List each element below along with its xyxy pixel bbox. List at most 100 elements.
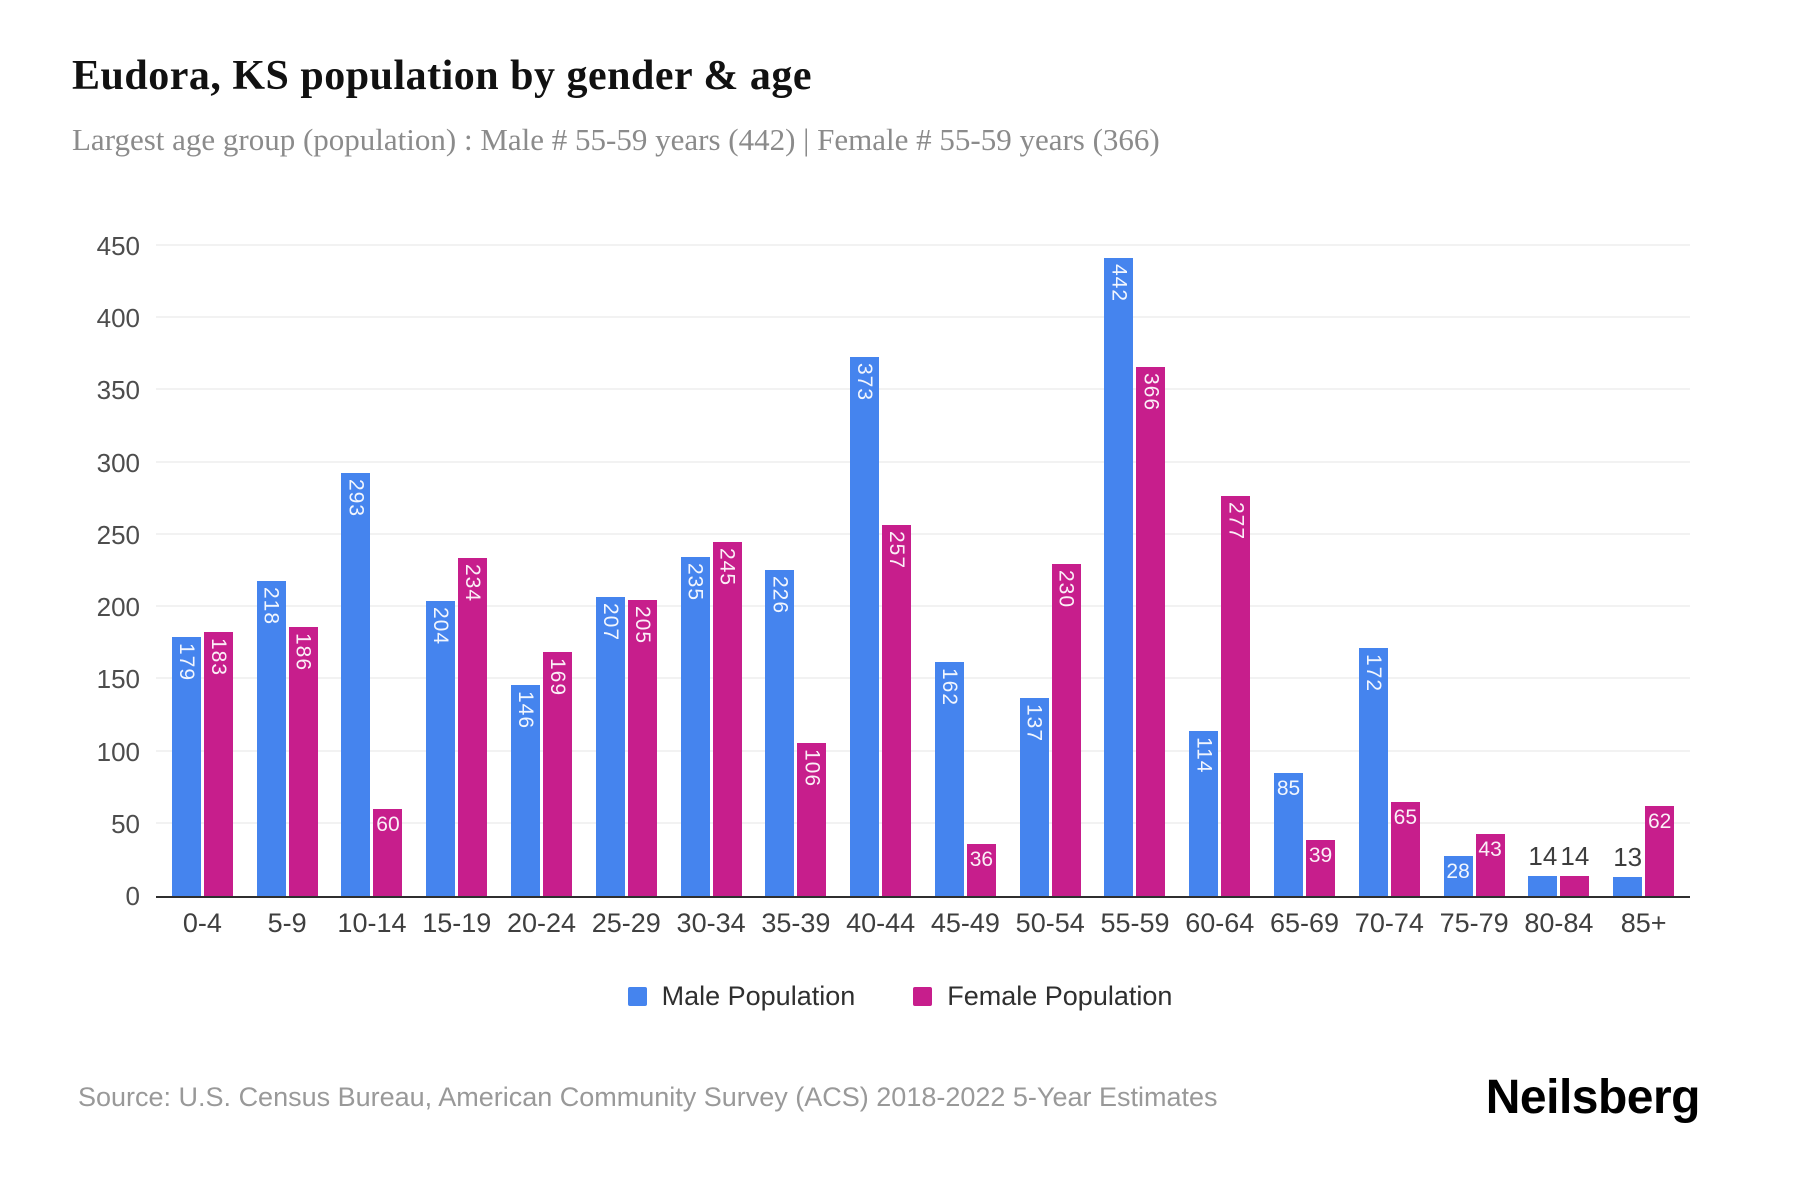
male-bar: 226 <box>765 569 795 896</box>
x-tick-label: 55-59 <box>1100 908 1170 938</box>
gridline <box>156 316 1690 319</box>
bar-group: 146 169 <box>499 246 584 896</box>
bar-value-label: 43 <box>1478 837 1502 861</box>
female-bar: 366 <box>1136 367 1166 896</box>
y-tick-label: 50 <box>111 808 140 839</box>
y-tick-label: 350 <box>96 375 140 406</box>
x-tick-label: 15-19 <box>422 908 492 938</box>
female-bar: 36 <box>966 844 996 896</box>
bar-group: 218 186 <box>245 246 330 896</box>
bar-value-label: 257 <box>885 530 909 569</box>
female-bar: 169 <box>543 651 573 896</box>
bar-group: 293 60 <box>330 246 415 896</box>
bar-value-label: 373 <box>853 363 877 402</box>
bar-group: 235 245 <box>669 246 754 896</box>
female-bar: 234 <box>458 558 488 896</box>
y-tick-label: 150 <box>96 664 140 695</box>
y-axis: 0 50 100 150 200 250 300 350 400 450 <box>86 233 140 909</box>
x-tick-label: 10-14 <box>337 908 407 938</box>
bar-group: 207 205 <box>584 246 669 896</box>
x-tick-label: 85+ <box>1620 908 1667 938</box>
male-bar: 179 <box>171 637 201 896</box>
x-tick-label: 80-84 <box>1524 908 1594 938</box>
x-tick-label: 5-9 <box>267 908 307 938</box>
y-tick-label: 450 <box>96 231 140 261</box>
female-bar: 183 <box>203 631 233 896</box>
male-bar: 204 <box>426 601 456 896</box>
bar-value-label: 226 <box>768 575 792 614</box>
bar-value-label: 85 <box>1276 777 1301 801</box>
x-tick-label: 35-39 <box>761 908 831 938</box>
bar-value-label: 162 <box>937 668 961 707</box>
bar-value-label: 14 <box>1528 840 1558 871</box>
female-bar: 14 <box>1560 843 1590 896</box>
male-bar: 162 <box>934 662 964 896</box>
bar-value-label: 137 <box>1022 704 1046 743</box>
y-tick-label: 100 <box>96 736 140 767</box>
female-bar: 43 <box>1475 833 1505 896</box>
bar-value-label: 14 <box>1560 840 1590 871</box>
x-tick-label: 0-4 <box>182 908 222 938</box>
bar-group: 162 36 <box>923 246 1008 896</box>
male-bar: 85 <box>1274 773 1304 896</box>
bar-value-label: 114 <box>1192 737 1216 774</box>
page-title: Eudora, KS population by gender & age <box>72 53 813 99</box>
bar-value-label: 183 <box>206 637 230 676</box>
female-bar: 62 <box>1645 806 1675 896</box>
bar-value-label: 36 <box>969 848 994 871</box>
x-tick-label: 25-29 <box>591 908 661 938</box>
gridline <box>156 749 1690 752</box>
plot-area: 179 183 218 186 293 60 204 234 146 169 207 205 235 24… <box>156 244 1690 898</box>
bar-value-label: 366 <box>1139 373 1163 412</box>
bar-value-label: 293 <box>344 478 368 517</box>
bar-value-label: 218 <box>259 587 283 626</box>
x-tick-label: 75-79 <box>1439 908 1509 938</box>
neilsberg-logo: Neilsberg <box>1485 1071 1701 1124</box>
bar-value-label: 106 <box>800 748 824 787</box>
male-bar: 114 <box>1189 731 1219 896</box>
bar-value-label: 65 <box>1393 806 1417 830</box>
x-tick-label: 30-34 <box>676 908 746 938</box>
legend-item-female: Female Population <box>913 981 1172 1012</box>
male-bar: 218 <box>256 581 286 896</box>
bar-value-label: 62 <box>1647 810 1672 834</box>
legend-swatch-female <box>913 987 933 1006</box>
gridline <box>156 244 1690 246</box>
female-bar: 277 <box>1221 495 1251 896</box>
y-tick-label: 250 <box>96 519 140 550</box>
bar-value-label: 146 <box>514 691 538 730</box>
bar-value-label: 179 <box>174 643 198 682</box>
footer: Source: U.S. Census Bureau, American Com… <box>78 1070 1701 1125</box>
x-tick-label: 70-74 <box>1354 908 1424 938</box>
bar-value-label: 442 <box>1107 263 1131 302</box>
female-bar: 65 <box>1390 802 1420 896</box>
y-tick-label: 300 <box>96 447 140 478</box>
bar-value-label: 235 <box>683 562 707 601</box>
bar-group: 85 39 <box>1262 246 1347 896</box>
male-bar: 14 <box>1528 843 1558 896</box>
bar-group: 13 62 <box>1601 246 1686 896</box>
bar-value-label: 13 <box>1613 842 1643 873</box>
male-bar: 373 <box>850 357 880 896</box>
bar-value-label: 277 <box>1224 501 1248 540</box>
bar-group: 14 14 <box>1517 246 1602 896</box>
bar-chart: 0 50 100 150 200 250 300 350 400 450 179 183 218 186… <box>86 233 1690 939</box>
y-tick-label: 200 <box>96 592 140 623</box>
x-tick-label: 40-44 <box>846 908 916 938</box>
male-bar: 235 <box>680 556 710 896</box>
source-text: Source: U.S. Census Bureau, American Com… <box>78 1082 1218 1112</box>
gridline <box>156 388 1690 391</box>
bar-value-label: 230 <box>1054 569 1078 608</box>
bar-group: 28 43 <box>1432 246 1517 896</box>
female-bar: 230 <box>1051 563 1081 896</box>
bar-group: 204 234 <box>414 246 499 896</box>
male-bar: 207 <box>595 597 625 896</box>
female-bar: 205 <box>627 599 657 896</box>
male-bar: 137 <box>1019 698 1049 896</box>
gridline <box>156 532 1690 535</box>
x-tick-label: 20-24 <box>506 908 577 938</box>
bar-group: 172 65 <box>1347 246 1432 896</box>
female-bar: 60 <box>373 809 403 896</box>
male-bar: 28 <box>1443 855 1473 896</box>
gridline <box>156 605 1690 608</box>
